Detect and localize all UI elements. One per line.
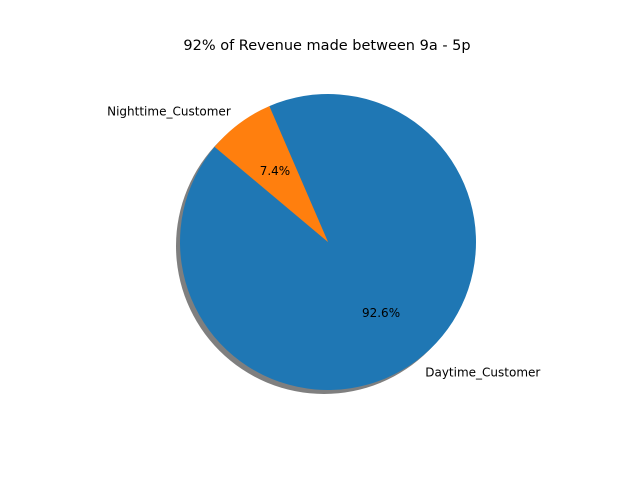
chart-title: 92% of Revenue made between 9a - 5p	[183, 38, 470, 54]
category-label-nighttime-customer: Nighttime_Customer	[107, 104, 231, 118]
category-label-daytime-customer: Daytime_Customer	[425, 366, 540, 380]
pie-slice-daytime-customer	[179, 94, 476, 391]
pie-slice-nighttime-customer	[214, 106, 328, 242]
pie-group: 92.6% Daytime_Customer 7.4% Nighttime_Custo…	[107, 94, 540, 394]
percent-label-nighttime-customer: 7.4%	[260, 164, 291, 178]
percent-label-daytime-customer: 92.6%	[362, 306, 400, 320]
